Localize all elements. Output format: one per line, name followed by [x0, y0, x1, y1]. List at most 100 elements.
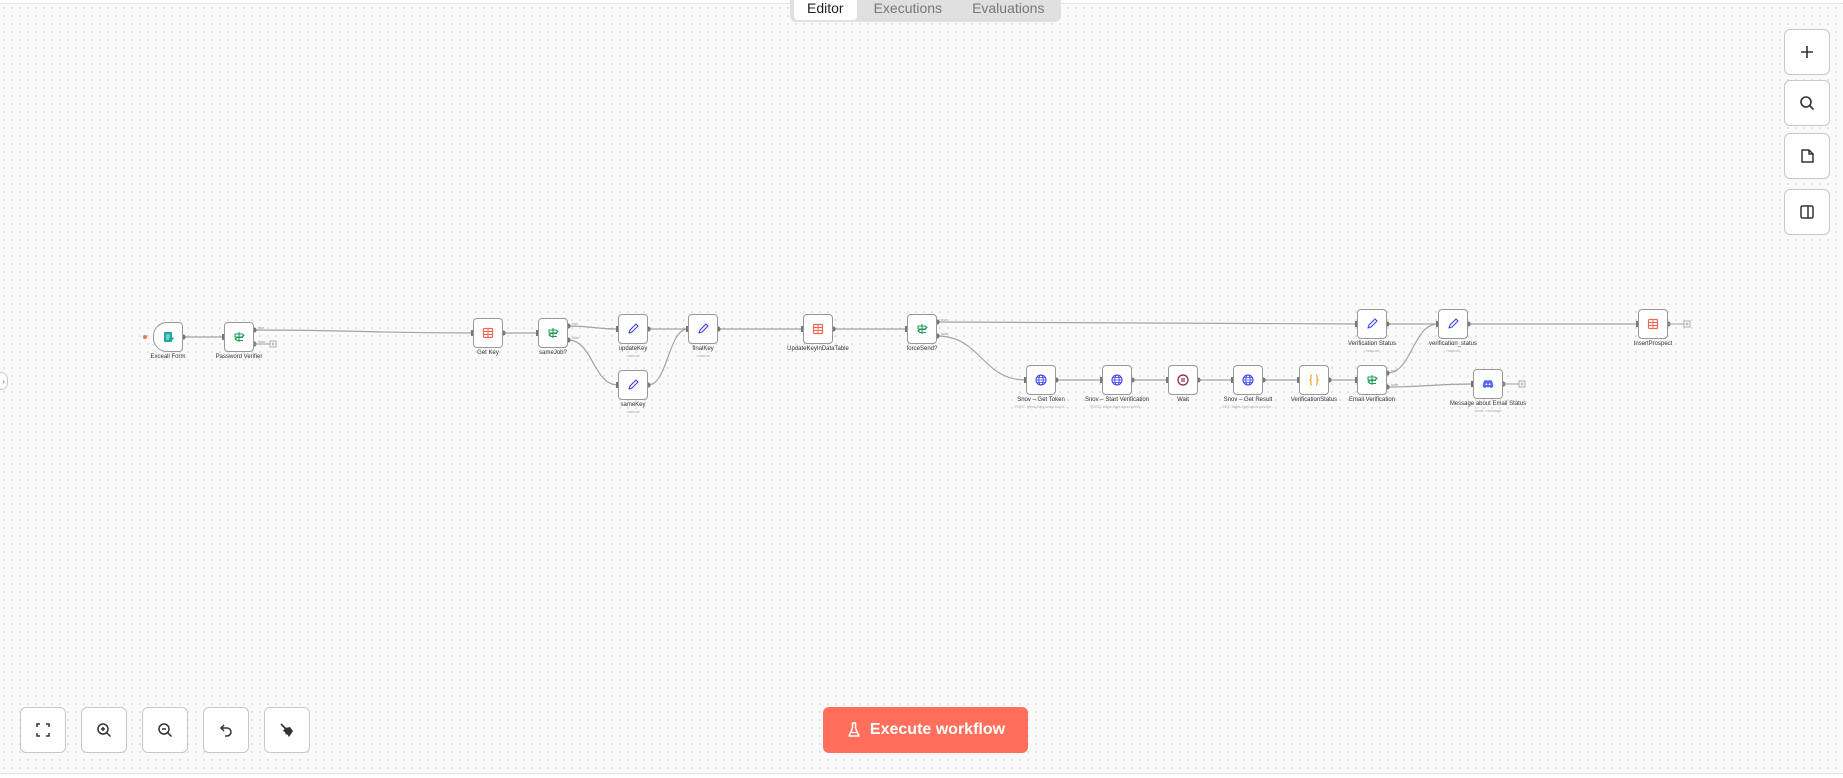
- pause-icon: [1177, 374, 1189, 386]
- connection-line[interactable]: [1386, 323, 1439, 374]
- globe-icon: [1111, 374, 1123, 386]
- if-icon: [1367, 375, 1378, 385]
- undo-icon: [219, 724, 232, 737]
- input-port: [1231, 377, 1233, 383]
- input-port: [1355, 377, 1357, 383]
- node-startver[interactable]: [1102, 365, 1132, 395]
- plus-icon: [1520, 382, 1524, 386]
- discord-icon: [1482, 380, 1494, 388]
- node-subtitle: POST: https://api.snov.io/v2/...: [1090, 404, 1144, 409]
- node-label: updateKey manual: [588, 346, 678, 359]
- if-icon: [548, 328, 559, 338]
- node-label: Snov – Get Token POST: https://api.snov.i…: [996, 397, 1086, 410]
- plus-icon: [1685, 322, 1689, 326]
- node-subtitle: send: message: [1474, 408, 1502, 413]
- connection-line[interactable]: [567, 325, 619, 330]
- node-title: VerificationStatus: [1290, 397, 1338, 403]
- node-label: sameKey manual: [588, 402, 678, 415]
- node-verstatus2[interactable]: [1357, 309, 1387, 339]
- add-node-button[interactable]: [1784, 29, 1830, 75]
- pencil-icon: [628, 323, 639, 334]
- globe-icon: [1035, 374, 1047, 386]
- branch-label: true: [1391, 369, 1397, 373]
- node-verstatus3[interactable]: [1438, 309, 1468, 339]
- pencil-icon: [698, 323, 709, 334]
- node-wait[interactable]: [1168, 365, 1198, 395]
- node-title: verification_status: [1428, 341, 1478, 347]
- node-title: finalKey: [692, 346, 714, 352]
- undo-button[interactable]: [203, 707, 249, 753]
- branch-label: true: [572, 322, 578, 326]
- node-label: finalKey manual: [658, 346, 748, 359]
- tab-evaluations[interactable]: Evaluations: [972, 0, 1045, 16]
- connection-line[interactable]: [1386, 383, 1474, 388]
- tab-executions[interactable]: Executions: [873, 0, 943, 16]
- node-title: updateKey: [618, 346, 648, 352]
- branch-label: true: [258, 326, 264, 330]
- input-port: [1355, 321, 1357, 327]
- node-subtitle: manual: [696, 353, 710, 358]
- node-token[interactable]: [1026, 365, 1056, 395]
- node-insert[interactable]: [1638, 309, 1668, 339]
- node-label: Snov – Get Result GET: https://api.snov.i…: [1203, 397, 1293, 410]
- toggle-panel-button[interactable]: [1784, 189, 1830, 235]
- zoom-out-button[interactable]: [142, 707, 188, 753]
- broom-icon: [280, 723, 293, 737]
- input-port: [536, 330, 538, 336]
- node-exceall[interactable]: [153, 322, 183, 352]
- node-message[interactable]: [1473, 369, 1503, 399]
- node-verstatus[interactable]: [1299, 365, 1329, 395]
- connection-line[interactable]: [936, 335, 1027, 381]
- branch-label: false: [572, 336, 579, 340]
- connection-line[interactable]: [253, 329, 474, 334]
- fit-view-button[interactable]: [20, 707, 66, 753]
- node-title: Snov – Get Token: [1017, 397, 1065, 403]
- connection-line[interactable]: [936, 321, 1358, 325]
- workflow-canvas[interactable]: [0, 3, 1843, 774]
- node-title: Exceall Form: [150, 354, 186, 360]
- node-updatetable[interactable]: [803, 314, 833, 344]
- node-label: forceSend?: [877, 346, 967, 353]
- connection-line[interactable]: [647, 328, 689, 386]
- zoom-in-button[interactable]: [81, 707, 127, 753]
- node-label: Exceall Form: [123, 354, 213, 361]
- node-emailver[interactable]: [1357, 365, 1387, 395]
- execute-workflow-button[interactable]: Execute workflow: [823, 707, 1028, 753]
- node-forcesend[interactable]: [907, 314, 937, 344]
- input-port: [471, 330, 473, 336]
- input-port: [1471, 381, 1473, 387]
- pencil-icon: [1367, 318, 1378, 329]
- connection-line[interactable]: [567, 339, 619, 386]
- code-braces-icon: [1309, 374, 1319, 386]
- node-label: verification_status manual: [1408, 341, 1498, 354]
- node-title: forceSend?: [906, 346, 938, 352]
- node-finalkey[interactable]: [688, 314, 718, 344]
- search-nodes-button[interactable]: [1784, 80, 1830, 126]
- node-samekey[interactable]: [618, 370, 648, 400]
- node-samejob[interactable]: [538, 318, 568, 348]
- flask-icon: [848, 722, 860, 737]
- panel-icon: [1800, 205, 1814, 219]
- tidy-up-button[interactable]: [264, 707, 310, 753]
- table-icon: [812, 323, 824, 335]
- chevron-right-icon: ›: [2, 376, 5, 386]
- tab-editor[interactable]: Editor: [794, 0, 857, 20]
- pencil-icon: [628, 379, 639, 390]
- zoom-in-icon: [97, 723, 112, 738]
- branch-label: true: [941, 318, 947, 322]
- node-subtitle: GET: https://api.snov.io/v2/e...: [1221, 404, 1275, 409]
- node-updatekey[interactable]: [618, 314, 648, 344]
- add-sticky-note-button[interactable]: [1784, 133, 1830, 179]
- node-pwd[interactable]: [224, 322, 254, 352]
- node-getkey[interactable]: [473, 318, 503, 348]
- node-label: InsertProspect: [1608, 341, 1698, 348]
- branch-label: false: [941, 332, 948, 336]
- execute-workflow-label: Execute workflow: [869, 721, 1006, 738]
- plus-icon: [271, 342, 275, 346]
- node-getresult[interactable]: [1233, 365, 1263, 395]
- input-port: [1297, 377, 1299, 383]
- node-label: VerificationStatus: [1269, 397, 1359, 404]
- input-port: [1636, 321, 1638, 327]
- input-port: [1024, 377, 1026, 383]
- search-icon: [1800, 96, 1815, 111]
